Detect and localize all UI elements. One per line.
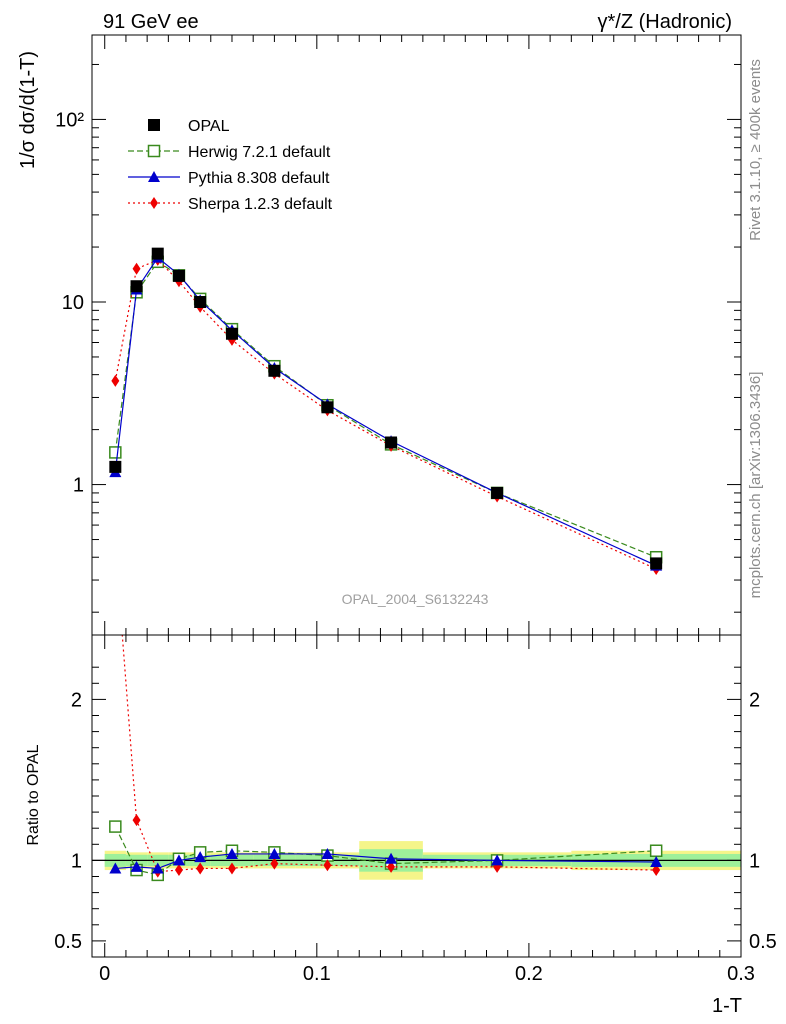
ratio-point-sherpa-1-2-3-default <box>323 859 332 872</box>
ratio-point-pythia-8-308-default <box>109 862 122 874</box>
ratio-point-pythia-8-308-default <box>172 854 185 866</box>
ratio-point-pythia-8-308-default <box>650 856 663 868</box>
mcplots-label: mcplots.cern.ch [arXiv:1306.3436] <box>747 372 764 599</box>
analysis-watermark: OPAL_2004_S6132243 <box>342 591 489 607</box>
ratio-series-pythia-8-308-default <box>109 847 663 874</box>
ratio-series-layer <box>109 539 663 882</box>
x-axis-label: 1-T <box>712 995 742 1017</box>
legend-marker-herwig-7-2-1-default <box>147 144 161 158</box>
ratio-point-pythia-8-308-default <box>491 854 504 866</box>
ratio-line-herwig-7-2-1-default <box>114 826 657 876</box>
main-series-layer <box>109 247 663 575</box>
ratio-ytick-label-left: 1 <box>71 850 82 872</box>
ratio-ytick-label-left: 2 <box>71 689 82 711</box>
legend-label-opal: OPAL <box>188 118 230 135</box>
ratio-point-sherpa-1-2-3-default <box>270 857 279 870</box>
ratio-point-pythia-8-308-default <box>268 847 281 859</box>
main-point-sherpa-1-2-3-default <box>111 374 120 387</box>
ratio-ytick-label-left: 0.5 <box>54 931 82 953</box>
xtick-label: 0.1 <box>303 963 331 985</box>
main-point-opal <box>194 295 207 308</box>
legend-entry-pythia-8-308-default: Pythia 8.308 default <box>128 170 330 187</box>
ratio-point-pythia-8-308-default <box>151 862 164 874</box>
ratio-y-axis-label: Ratio to OPAL <box>25 744 42 845</box>
main-point-opal <box>225 327 238 340</box>
ratio-ytick-label-right: 1 <box>749 850 760 872</box>
main-point-herwig-7-2-1-default <box>109 446 122 459</box>
legend-marker-pythia-8-308-default <box>148 171 160 182</box>
ratio-point-herwig-7-2-1-default <box>109 820 122 833</box>
main-point-opal <box>172 269 185 282</box>
xtick-label: 0.3 <box>727 963 755 985</box>
main-point-opal <box>151 247 164 260</box>
main-point-opal <box>268 364 281 377</box>
legend-entry-sherpa-1-2-3-default: Sherpa 1.2.3 default <box>128 196 333 213</box>
xtick-label: 0.2 <box>515 963 543 985</box>
main-series-pythia-8-308-default <box>109 251 663 571</box>
ratio-ytick-label-right: 0.5 <box>749 931 777 953</box>
ratio-ytick-label-right: 2 <box>749 689 760 711</box>
main-point-opal <box>321 401 334 414</box>
main-series-opal <box>109 247 663 570</box>
main-ytick-label: 10² <box>55 109 84 131</box>
xtick-label: 0 <box>99 963 110 985</box>
main-point-opal <box>385 436 398 449</box>
ratio-point-sherpa-1-2-3-default <box>227 862 236 875</box>
main-point-sherpa-1-2-3-default <box>132 262 141 275</box>
legend-entry-herwig-7-2-1-default: Herwig 7.2.1 default <box>128 144 331 161</box>
main-series-herwig-7-2-1-default <box>109 255 663 564</box>
ratio-point-herwig-7-2-1-default <box>649 844 663 857</box>
main-point-opal <box>130 280 143 293</box>
ratio-point-sherpa-1-2-3-default <box>652 864 661 877</box>
ratio-point-pythia-8-308-default <box>194 851 207 863</box>
ratio-point-pythia-8-308-default <box>225 847 238 859</box>
legend-marker-opal <box>148 119 160 131</box>
main-point-opal <box>650 557 663 570</box>
ratio-series-sherpa-1-2-3-default <box>111 539 661 878</box>
ratio-point-pythia-8-308-default <box>130 860 143 872</box>
ratio-point-pythia-8-308-default <box>385 852 398 864</box>
legend-label-pythia-8-308-default: Pythia 8.308 default <box>188 170 330 187</box>
ratio-point-pythia-8-308-default <box>321 847 334 859</box>
main-point-opal <box>109 460 122 473</box>
ratio-uncertainty-bands <box>92 841 741 880</box>
ratio-axis-ticks: 0.5 0.5 1 1 2 2 0 0.1 0.2 0.3 <box>54 635 777 985</box>
main-ytick-label: 1 <box>73 475 84 497</box>
ratio-point-sherpa-1-2-3-default <box>387 860 396 873</box>
main-series-sherpa-1-2-3-default <box>111 253 661 575</box>
header-left-label: 91 GeV ee <box>103 11 199 33</box>
main-y-axis-label: 1/σ dσ/d(1-T) <box>17 51 39 169</box>
legend-marker-sherpa-1-2-3-default <box>150 197 158 209</box>
ratio-point-sherpa-1-2-3-default <box>174 864 183 877</box>
main-ytick-label: 10 <box>62 292 84 314</box>
legend-label-herwig-7-2-1-default: Herwig 7.2.1 default <box>188 144 331 161</box>
ratio-point-sherpa-1-2-3-default <box>111 539 119 551</box>
legend-entry-opal: OPAL <box>148 118 230 135</box>
rivet-version-label: Rivet 3.1.10, ≥ 400k events <box>747 59 764 241</box>
header-right-label: γ*/Z (Hadronic) <box>598 11 732 33</box>
ratio-point-sherpa-1-2-3-default <box>196 862 205 875</box>
ratio-point-sherpa-1-2-3-default <box>132 814 141 827</box>
legend-label-sherpa-1-2-3-default: Sherpa 1.2.3 default <box>188 196 333 213</box>
ratio-plot-frame <box>91 634 742 958</box>
main-point-opal <box>491 486 504 499</box>
legend: OPAL Herwig 7.2.1 default Pythia 8.308 def… <box>128 118 333 213</box>
